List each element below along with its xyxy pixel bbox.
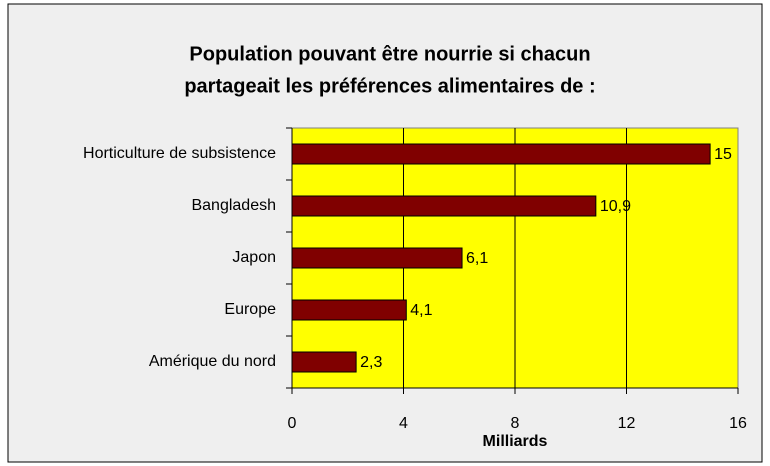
x-tick-label: 8: [511, 415, 520, 432]
chart-title: Population pouvant être nourrie si chacu…: [189, 43, 590, 65]
data-label: 6,1: [466, 250, 488, 267]
bar: [291, 351, 357, 373]
x-axis-title: Milliards: [483, 433, 548, 450]
y-tick-label: Bangladesh: [191, 197, 276, 214]
data-label: 4,1: [410, 302, 432, 319]
data-label: 10,9: [600, 198, 631, 215]
bar: [291, 299, 407, 321]
x-tick-label: 12: [618, 415, 636, 432]
x-tick-label: 4: [399, 415, 408, 432]
bar: [291, 143, 711, 165]
bar: [291, 247, 463, 269]
y-tick-label: Horticulture de subsistence: [83, 145, 276, 162]
bar: [291, 195, 597, 217]
x-tick-label: 16: [729, 415, 747, 432]
chart-title: partageait les préférences alimentaires …: [184, 75, 595, 97]
y-tick-label: Amérique du nord: [149, 353, 276, 370]
data-label: 15: [714, 146, 732, 163]
y-tick-label: Europe: [224, 301, 276, 318]
x-tick-label: 0: [288, 415, 297, 432]
data-label: 2,3: [360, 354, 382, 371]
y-tick-label: Japon: [232, 249, 276, 266]
